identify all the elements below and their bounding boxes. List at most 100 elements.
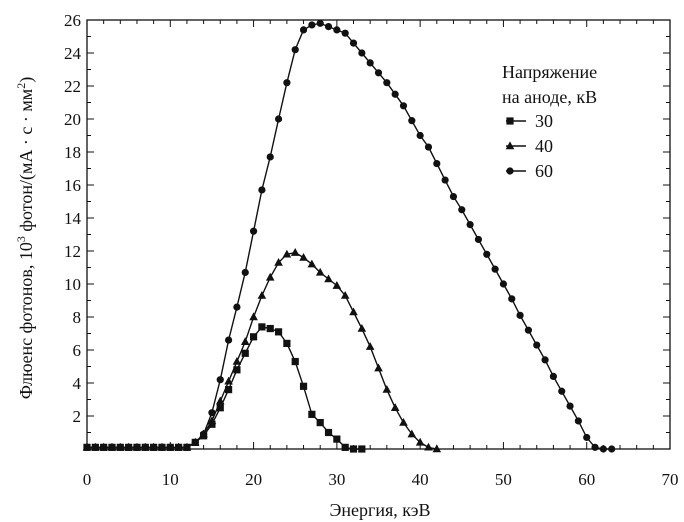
y-tick-label: 2 [73, 407, 82, 426]
data-point-60 [374, 69, 383, 77]
y-tick-label: 20 [64, 110, 81, 129]
data-point-40 [315, 267, 325, 276]
data-point-40 [224, 376, 233, 385]
legend-marker [505, 141, 515, 150]
data-point-60 [191, 438, 199, 446]
x-axis-title: Энергия, кэВ [329, 500, 430, 520]
data-point-60 [258, 186, 266, 194]
data-point-60 [324, 23, 333, 31]
data-point-60 [299, 26, 308, 34]
data-point-60 [424, 143, 433, 151]
data-point-30 [316, 419, 324, 427]
data-point-60 [391, 90, 399, 98]
series-line-60 [87, 22, 612, 450]
data-point-60 [574, 417, 582, 425]
data-point-60 [249, 227, 258, 235]
data-point-40 [407, 429, 417, 438]
data-point-60 [233, 303, 241, 311]
data-point-60 [125, 443, 133, 451]
data-point-60 [316, 19, 324, 27]
x-tick-label: 50 [495, 470, 512, 489]
x-tick-label: 60 [578, 470, 595, 489]
data-point-60 [108, 443, 116, 451]
data-point-60 [116, 443, 124, 451]
data-point-60 [599, 445, 607, 453]
data-point-40 [365, 342, 375, 350]
data-point-40 [340, 290, 350, 299]
legend-title-line1: Напряжение [502, 62, 597, 82]
data-point-60 [166, 443, 174, 451]
y-tick-label: 18 [64, 143, 81, 162]
data-point-60 [433, 159, 441, 168]
y-tick-label: 16 [64, 176, 81, 195]
data-point-60 [416, 131, 424, 140]
data-point-30 [341, 443, 349, 451]
data-point-40 [332, 281, 342, 289]
data-point-60 [175, 443, 183, 451]
data-point-60 [583, 433, 591, 442]
legend-label: 30 [535, 111, 553, 131]
data-point-40 [232, 356, 242, 365]
data-point-60 [141, 443, 149, 451]
data-point-40 [274, 257, 283, 266]
y-tick-label: 8 [73, 308, 82, 327]
y-axis-title: Флюенс фотонов, 103 фотон/(мА · с · мм2) [14, 77, 37, 399]
series-40 [82, 248, 442, 453]
data-point-40 [257, 290, 267, 299]
data-point-60 [333, 26, 341, 34]
data-point-30 [216, 404, 224, 412]
data-point-30 [241, 349, 249, 357]
data-point-30 [208, 420, 216, 428]
data-point-60 [224, 336, 233, 344]
plot-frame [86, 19, 671, 450]
data-point-40 [324, 274, 333, 283]
data-point-60 [458, 206, 466, 214]
data-point-60 [491, 265, 499, 273]
data-point-60 [133, 443, 141, 451]
y-tick-label: 6 [73, 341, 82, 360]
data-point-30 [258, 323, 266, 331]
series-line-40 [87, 251, 437, 450]
data-point-40 [307, 259, 317, 268]
x-tick-label: 30 [328, 470, 345, 489]
data-point-40 [399, 418, 408, 426]
data-point-30 [249, 333, 258, 341]
data-point-40 [290, 248, 300, 256]
y-axis-title-prefix: Флюенс фотонов, 10 [16, 242, 36, 399]
data-point-60 [341, 29, 349, 37]
data-point-30 [274, 328, 283, 336]
x-tick-label: 40 [412, 470, 429, 489]
data-point-40 [349, 307, 358, 316]
data-point-40 [265, 272, 275, 281]
y-tick-label: 14 [64, 209, 82, 228]
y-tick-label: 10 [64, 275, 81, 294]
x-tick-label: 20 [245, 470, 262, 489]
y-tick-label: 12 [64, 242, 81, 261]
data-point-40 [299, 253, 308, 261]
data-point-60 [566, 402, 574, 410]
data-point-60 [183, 443, 191, 451]
data-point-60 [591, 443, 599, 451]
data-point-60 [266, 153, 274, 161]
legend-entry-40: 40 [505, 136, 553, 156]
data-point-40 [432, 444, 442, 453]
legend: Напряжение на аноде, кВ 30 40 60 [502, 62, 597, 181]
data-point-40 [390, 403, 400, 411]
data-point-40 [357, 323, 367, 332]
data-point-60 [499, 280, 508, 288]
data-point-60 [533, 341, 541, 349]
data-point-60 [608, 445, 616, 453]
data-point-30 [324, 428, 333, 437]
data-point-60 [83, 443, 91, 451]
y-tick-label: 26 [64, 11, 81, 30]
series-30 [83, 323, 366, 453]
data-point-60 [291, 46, 299, 54]
legend-label: 40 [535, 136, 553, 156]
x-tick-label: 10 [162, 470, 179, 489]
legend-entry-60: 60 [506, 161, 553, 181]
data-point-60 [399, 102, 408, 110]
data-point-60 [541, 356, 549, 364]
data-point-60 [366, 59, 374, 67]
